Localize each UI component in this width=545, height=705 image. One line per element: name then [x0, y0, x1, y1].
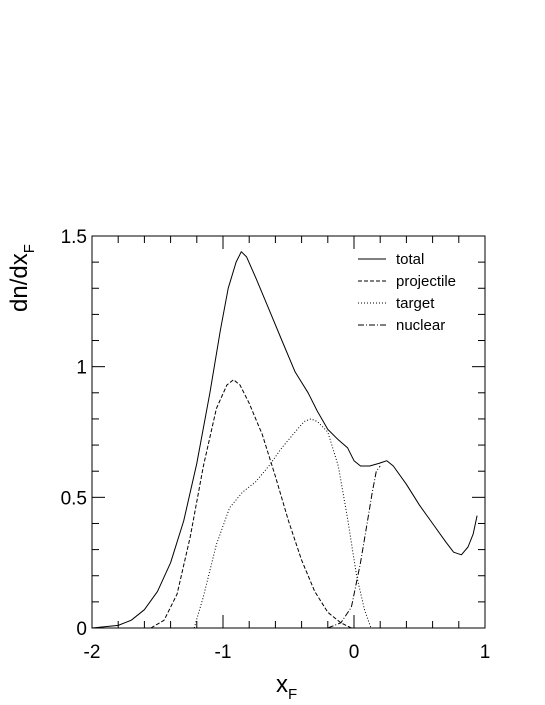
x-tick-label: -2 — [84, 642, 101, 663]
x-tick-label: -1 — [215, 642, 232, 663]
series-line-nuclear — [327, 465, 381, 629]
tick-labels: -2 -1 0 1 0 0.5 1 1.5 — [61, 227, 491, 663]
legend-label-target: target — [396, 295, 435, 312]
axis-ticks — [91, 235, 486, 629]
series-line-target — [193, 418, 372, 629]
x-axis-title: xF — [276, 671, 297, 703]
legend-label-total: total — [396, 251, 424, 268]
series-line-projectile — [150, 379, 352, 629]
x-tick-label: 0 — [349, 642, 360, 663]
legend-label-projectile: projectile — [396, 273, 456, 290]
legend: total projectile target nuclear — [358, 251, 456, 334]
legend-label-nuclear: nuclear — [396, 317, 445, 334]
y-tick-label: 1 — [76, 358, 87, 379]
y-tick-label: 1.5 — [61, 227, 87, 248]
plot-frame — [91, 235, 486, 629]
series-line-total — [91, 251, 478, 629]
x-tick-label: 1 — [480, 642, 491, 663]
y-tick-label: 0.5 — [61, 488, 87, 509]
y-axis-title: dn/dxF — [6, 244, 38, 312]
y-tick-label: 0 — [76, 619, 87, 640]
series-lines — [91, 251, 478, 629]
